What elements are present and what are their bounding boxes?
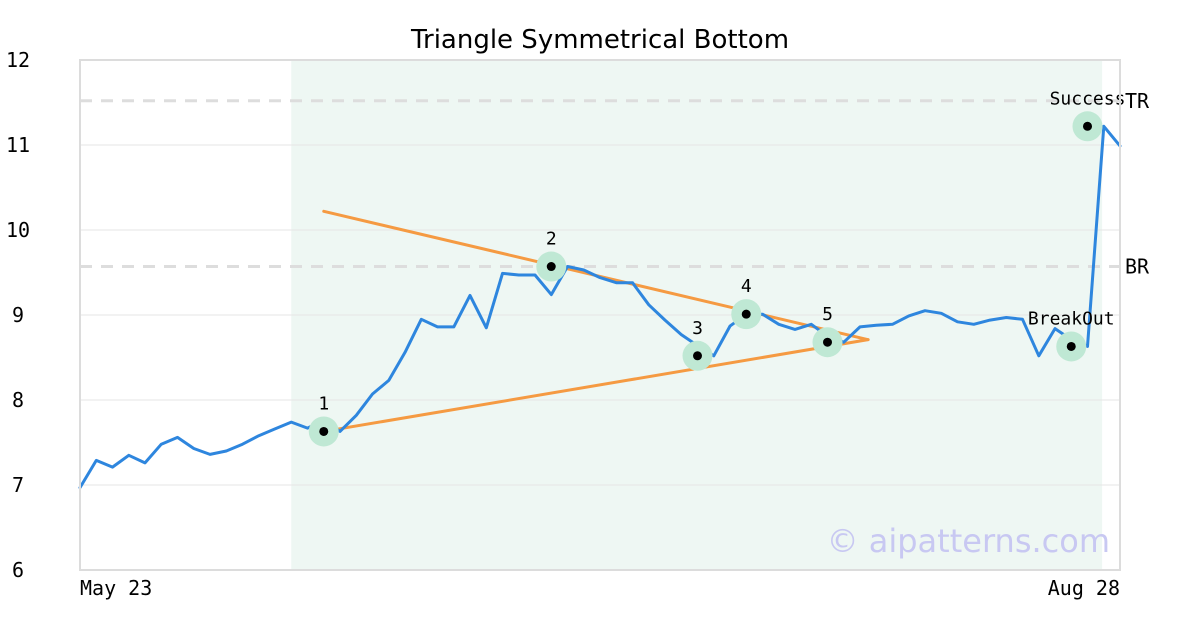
lower-trendline <box>322 338 870 433</box>
y-axis-ticks: 6 7 8 9 10 11 12 <box>6 48 30 582</box>
price-series <box>78 124 1122 490</box>
point-dot-2 <box>546 262 556 272</box>
watermark: © aipatterns.com <box>827 522 1110 560</box>
point-label-3: 3 <box>692 318 703 339</box>
y-tick-label: 9 <box>12 303 24 327</box>
x-tick-label-start: May 23 <box>80 576 152 600</box>
y-tick-label: 7 <box>12 473 24 497</box>
y-tick-label: 10 <box>6 218 30 242</box>
y-tick-label: 6 <box>12 558 24 582</box>
point-label-2: 2 <box>546 229 557 250</box>
point-dot-success <box>1083 121 1092 131</box>
x-tick-label-end: Aug 28 <box>1048 576 1120 600</box>
point-label-breakout: BreakOut <box>1028 308 1115 329</box>
point-label-5: 5 <box>822 304 833 325</box>
point-dot-1 <box>319 426 329 436</box>
pattern-points: 1 2 3 4 5 BreakOut Success <box>308 88 1126 447</box>
point-dot-4 <box>741 309 751 319</box>
reference-label-tr: TR <box>1125 89 1150 113</box>
price-line <box>78 124 1122 490</box>
y-tick-label: 8 <box>12 388 24 412</box>
point-label-1: 1 <box>318 393 329 414</box>
chart-title: Triangle Symmetrical Bottom <box>410 25 789 55</box>
reference-label-br: BR <box>1125 255 1150 279</box>
point-label-4: 4 <box>741 276 752 297</box>
y-tick-label: 12 <box>6 48 30 72</box>
point-label-success: Success <box>1050 88 1126 109</box>
reference-lines: TR BR <box>80 89 1150 279</box>
point-dot-5 <box>823 337 832 347</box>
point-dot-3 <box>693 351 702 361</box>
plot-frame <box>79 59 1121 571</box>
y-tick-label: 11 <box>6 133 30 157</box>
point-dot-breakout <box>1066 341 1076 351</box>
